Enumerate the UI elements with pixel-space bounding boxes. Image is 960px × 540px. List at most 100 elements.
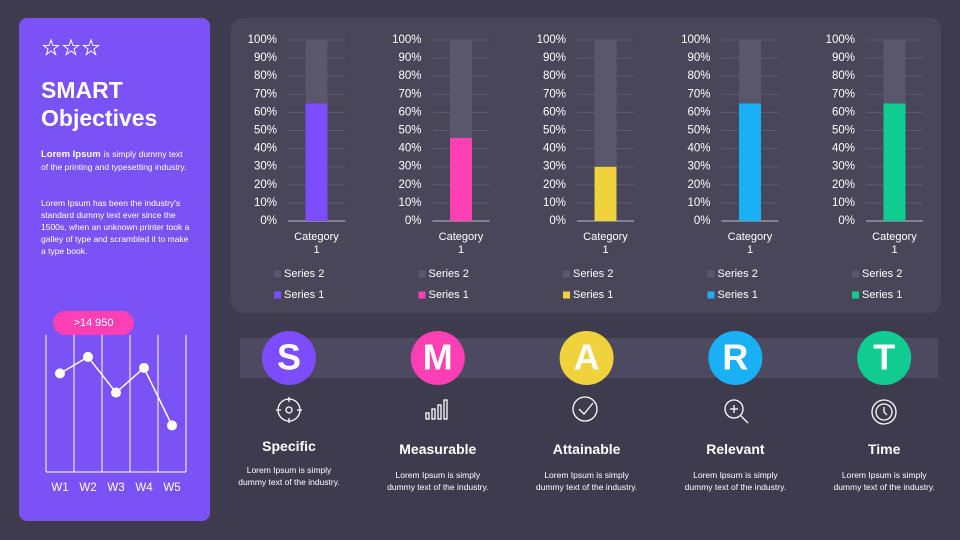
smart-title: Time — [867, 441, 901, 457]
y-tick-label: 10% — [254, 197, 277, 209]
y-tick-label: 60% — [398, 106, 421, 118]
annotation-pill — [53, 311, 134, 335]
stars — [42, 38, 100, 56]
legend-label: Series 2 — [429, 268, 469, 280]
smart-text: Lorem Ipsum is simply dummy text of the … — [238, 465, 340, 487]
x-tick-label: W2 — [79, 482, 96, 494]
bar-segment — [883, 40, 906, 104]
smart-title: Attainable — [552, 441, 621, 457]
letter-circle — [857, 331, 912, 385]
bar-segment — [594, 40, 617, 167]
y-tick-label: 10% — [543, 197, 566, 209]
y-tick-label: 40% — [543, 143, 566, 155]
y-tick-label: 40% — [254, 143, 277, 155]
y-tick-label: 30% — [398, 161, 421, 173]
y-tick-label: 90% — [832, 52, 855, 64]
letter: T — [873, 337, 895, 378]
y-tick-label: 20% — [543, 179, 566, 191]
smart-text: Lorem Ipsum is simply dummy text of the … — [387, 470, 489, 492]
point — [139, 362, 149, 373]
y-tick-label: 10% — [687, 197, 710, 209]
intro-bold: Lorem Ipsum — [41, 149, 101, 160]
y-tick-label: 30% — [832, 161, 855, 173]
intro-text: is simply dummy text of the printing and… — [41, 149, 187, 172]
legend-label: Series 2 — [718, 268, 758, 280]
legend-swatch — [707, 270, 715, 278]
legend-swatch — [418, 291, 426, 299]
y-tick-label: 80% — [254, 70, 277, 82]
smart-text: Lorem Ipsum is simply dummy text of the … — [833, 470, 935, 492]
y-tick-label: 20% — [832, 179, 855, 191]
y-tick-label: 70% — [832, 88, 855, 100]
y-tick-label: 100% — [537, 34, 566, 46]
legend-label: Series 2 — [573, 268, 613, 280]
letter: M — [423, 337, 453, 378]
icons — [276, 396, 897, 425]
icon-clock — [871, 399, 897, 425]
letter-circle — [559, 331, 614, 385]
smart-title: Relevant — [706, 441, 765, 457]
legend-swatch — [852, 291, 859, 299]
y-tick-label: 50% — [687, 125, 710, 137]
sidebar-intro: Lorem Ipsum is simply dummy text of the p… — [41, 148, 191, 173]
sidebar-paragraph: Lorem Ipsum has been the industry's stan… — [41, 198, 190, 256]
y-tick-label: 80% — [543, 70, 566, 82]
legend-label: Series 2 — [284, 268, 324, 280]
smart-text: Lorem Ipsum is simply dummy text of the … — [684, 470, 787, 492]
y-tick-label: 90% — [543, 52, 566, 64]
y-tick-label: 30% — [687, 161, 710, 173]
x-tick-label: W3 — [107, 482, 124, 494]
bar-segment — [883, 103, 906, 221]
letter: A — [574, 337, 600, 378]
annotation: >14 950 — [73, 317, 113, 329]
x-tick-label: W5 — [163, 482, 180, 494]
y-tick-label: 80% — [398, 70, 421, 82]
smart-title: Measurable — [399, 441, 477, 457]
y-tick-label: 30% — [543, 161, 566, 173]
y-tick-label: 40% — [398, 143, 421, 155]
bar-segment — [739, 103, 761, 221]
point — [55, 368, 65, 379]
point — [83, 351, 93, 362]
icon-check — [572, 396, 598, 422]
legend-label: Series 1 — [862, 289, 902, 301]
y-tick-label: 10% — [398, 197, 421, 209]
y-tick-label: 20% — [687, 179, 710, 191]
y-tick-label: 50% — [254, 125, 277, 137]
bar-segment — [305, 103, 328, 221]
bar-segment — [739, 40, 761, 104]
letter: R — [722, 337, 748, 378]
y-tick-label: 40% — [687, 143, 710, 155]
bar-segment — [450, 40, 472, 138]
sidebar — [19, 18, 210, 521]
letter-circle — [708, 331, 763, 385]
sidebar-title: SMART Objectives — [41, 77, 158, 131]
y-tick-label: 100% — [248, 34, 277, 46]
y-tick-label: 100% — [826, 34, 855, 46]
legend-label: Series 1 — [573, 289, 613, 301]
legend-swatch — [852, 270, 859, 278]
category-label: Category 1 — [438, 231, 484, 256]
legend-swatch — [274, 270, 281, 278]
legend-label: Series 1 — [429, 289, 469, 301]
icon-target — [276, 397, 302, 423]
legend-swatch — [707, 291, 715, 299]
y-tick-label: 50% — [832, 125, 855, 137]
point — [111, 387, 121, 398]
y-tick-label: 0% — [260, 215, 277, 227]
bar-segment — [305, 40, 328, 104]
point — [167, 420, 177, 431]
y-tick-label: 0% — [549, 215, 566, 227]
bar-segment — [594, 166, 617, 221]
x-tick-label: W4 — [135, 482, 153, 494]
y-tick-label: 90% — [687, 52, 710, 64]
y-tick-label: 0% — [694, 215, 711, 227]
y-tick-label: 50% — [543, 125, 566, 137]
legend-swatch — [563, 291, 570, 299]
bar-segment — [450, 137, 472, 221]
y-tick-label: 0% — [405, 215, 422, 227]
legend-swatch — [274, 291, 281, 299]
legend-swatch — [418, 270, 426, 278]
